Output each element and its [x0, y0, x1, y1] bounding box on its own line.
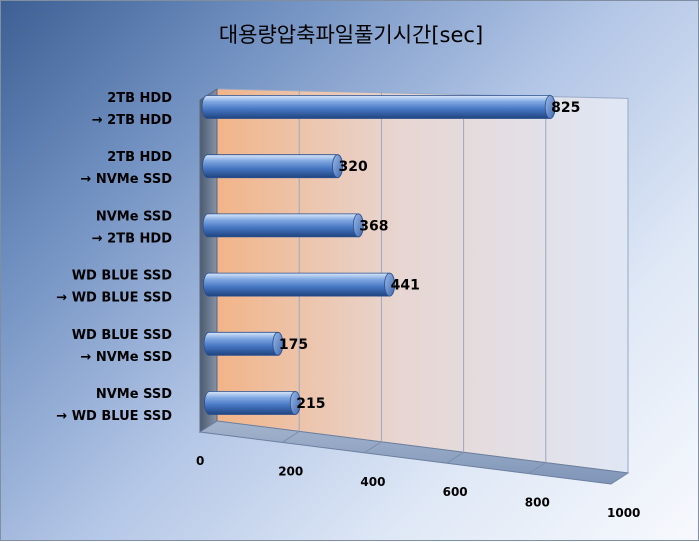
category-label-line: → 2TB HDD [92, 113, 172, 128]
x-tick-label: 0 [196, 454, 204, 468]
category-label-line: 2TB HDD [107, 150, 172, 165]
bar [202, 213, 364, 238]
bar-cap [272, 331, 284, 356]
side-wall [199, 88, 218, 433]
chart-title: 대용량압축파일풀기시간[sec] [219, 23, 483, 47]
data-label: 368 [359, 218, 388, 234]
plot-area: 0 200 400 600 800 1000 825 2TB HDD → 2TB HDD 320 2… [56, 88, 640, 520]
category-label-line: NVMe SSD [96, 387, 172, 402]
x-tick-label: 1000 [607, 506, 640, 520]
floor-gridline [364, 441, 382, 454]
category-label-line: WD BLUE SSD [72, 269, 172, 284]
category-label-line: → NVMe SSD [80, 172, 172, 187]
bar-cap [384, 272, 396, 297]
category-label: NVMe SSD → 2TB HDD [92, 209, 172, 246]
data-label: 320 [339, 159, 368, 175]
bar [201, 95, 556, 119]
floor-gridline [446, 451, 464, 464]
x-tick-label: 800 [525, 496, 550, 510]
bar-cap [352, 213, 364, 238]
category-label-line: → WD BLUE SSD [56, 409, 172, 424]
bar-cap [544, 95, 556, 119]
floor-gridline [281, 430, 300, 443]
x-tick-label: 200 [278, 464, 303, 478]
bar [202, 154, 343, 179]
data-label: 175 [279, 337, 308, 353]
bar [204, 391, 301, 415]
category-label-line: 2TB HDD [107, 91, 172, 106]
category-label-line: WD BLUE SSD [72, 328, 172, 343]
floor-gridline [528, 462, 547, 475]
category-label: WD BLUE SSD → NVMe SSD [72, 328, 172, 365]
category-label: 2TB HDD → NVMe SSD [80, 150, 172, 187]
category-label-line: NVMe SSD [96, 209, 172, 224]
bar [203, 331, 284, 356]
floor-gridline [610, 472, 629, 485]
data-label: 441 [391, 278, 420, 294]
category-label-line: → 2TB HDD [92, 231, 172, 246]
bar-cap [332, 154, 343, 179]
category-label-line: → WD BLUE SSD [56, 291, 172, 306]
category-label: 2TB HDD → 2TB HDD [92, 91, 172, 128]
category-label: NVMe SSD → WD BLUE SSD [56, 387, 172, 424]
data-label: 825 [551, 100, 580, 116]
bar-cap [289, 391, 301, 415]
data-label: 215 [296, 396, 325, 412]
category-label: WD BLUE SSD → WD BLUE SSD [56, 269, 172, 306]
x-tick-label: 400 [360, 475, 385, 489]
bar [203, 272, 395, 297]
x-tick-label: 600 [443, 485, 468, 499]
category-label-line: → NVMe SSD [80, 350, 172, 365]
